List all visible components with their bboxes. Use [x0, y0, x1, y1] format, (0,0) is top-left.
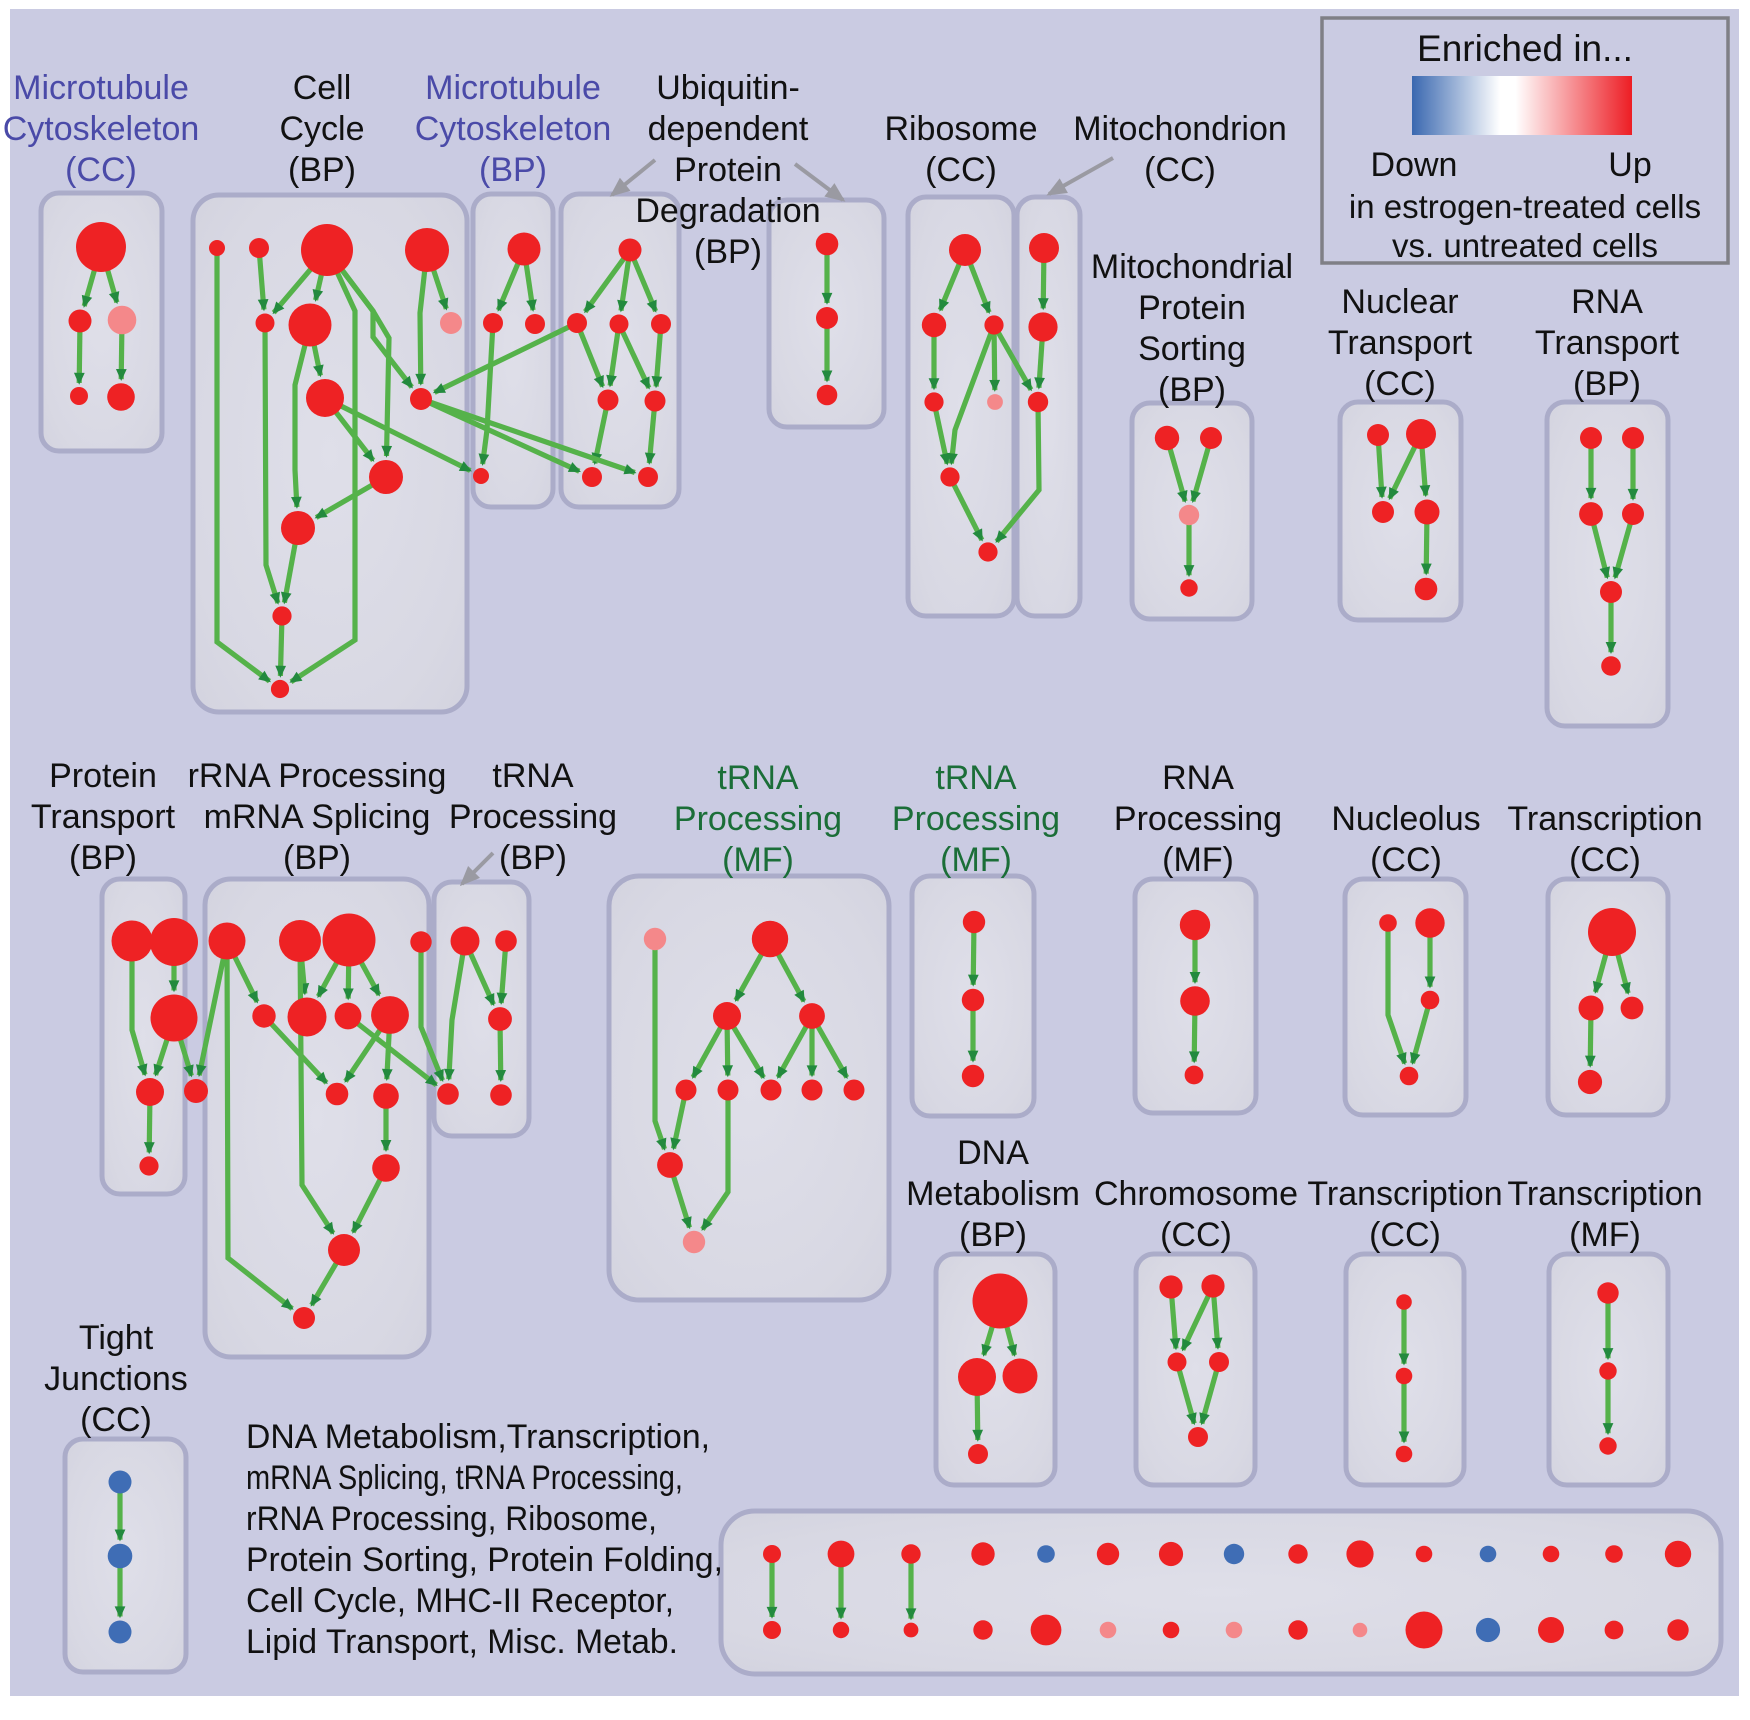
- svg-text:(CC): (CC): [1370, 841, 1442, 879]
- svg-text:Processing: Processing: [449, 798, 617, 836]
- svg-text:(CC): (CC): [80, 1401, 152, 1439]
- svg-text:Ubiquitin-: Ubiquitin-: [656, 69, 800, 107]
- svg-text:Protein Sorting, Protein Foldi: Protein Sorting, Protein Folding,: [246, 1541, 723, 1579]
- svg-text:Microtubule: Microtubule: [425, 69, 601, 107]
- svg-text:Degradation: Degradation: [635, 192, 820, 230]
- svg-text:Protein: Protein: [49, 757, 157, 795]
- svg-text:(CC): (CC): [65, 151, 137, 189]
- svg-text:(CC): (CC): [1569, 841, 1641, 879]
- svg-text:(MF): (MF): [1162, 841, 1234, 879]
- svg-text:(BP): (BP): [1158, 371, 1226, 409]
- svg-text:Microtubule: Microtubule: [13, 69, 189, 107]
- svg-text:(BP): (BP): [499, 839, 567, 877]
- svg-text:Nuclear: Nuclear: [1341, 283, 1458, 321]
- svg-text:RNA: RNA: [1571, 283, 1643, 321]
- svg-text:(MF): (MF): [940, 841, 1012, 879]
- svg-text:tRNA: tRNA: [717, 759, 799, 797]
- svg-text:Up: Up: [1608, 146, 1651, 184]
- svg-text:(BP): (BP): [959, 1216, 1027, 1254]
- svg-text:Transcription: Transcription: [1507, 1175, 1702, 1213]
- svg-text:(CC): (CC): [1160, 1216, 1232, 1254]
- svg-text:Transcription: Transcription: [1307, 1175, 1502, 1213]
- svg-text:DNA: DNA: [957, 1134, 1029, 1172]
- svg-text:Transport: Transport: [1328, 324, 1473, 362]
- svg-text:Protein: Protein: [1138, 289, 1246, 327]
- svg-text:Ribosome: Ribosome: [884, 110, 1037, 148]
- svg-text:Tight: Tight: [79, 1319, 154, 1357]
- svg-text:(BP): (BP): [479, 151, 547, 189]
- svg-text:rRNA Processing: rRNA Processing: [188, 757, 447, 795]
- svg-text:tRNA: tRNA: [935, 759, 1017, 797]
- svg-text:(MF): (MF): [722, 841, 794, 879]
- svg-text:Transcription: Transcription: [1507, 800, 1702, 838]
- svg-text:rRNA Processing, Ribosome,: rRNA Processing, Ribosome,: [246, 1500, 657, 1538]
- svg-text:(CC): (CC): [1144, 151, 1216, 189]
- svg-text:Cell: Cell: [293, 69, 352, 107]
- svg-text:Processing: Processing: [1114, 800, 1282, 838]
- svg-text:Lipid Transport, Misc. Metab.: Lipid Transport, Misc. Metab.: [246, 1623, 678, 1661]
- svg-text:mRNA Splicing: mRNA Splicing: [204, 798, 431, 836]
- svg-text:DNA Metabolism,Transcription,: DNA Metabolism,Transcription,: [246, 1418, 710, 1456]
- svg-text:RNA: RNA: [1162, 759, 1234, 797]
- svg-text:Protein: Protein: [674, 151, 782, 189]
- svg-text:dependent: dependent: [648, 110, 809, 148]
- svg-text:Transport: Transport: [1535, 324, 1680, 362]
- svg-text:Sorting: Sorting: [1138, 330, 1246, 368]
- svg-text:tRNA: tRNA: [492, 757, 574, 795]
- svg-text:Cycle: Cycle: [279, 110, 364, 148]
- svg-text:(CC): (CC): [1364, 365, 1436, 403]
- svg-text:Nucleolus: Nucleolus: [1331, 800, 1480, 838]
- svg-text:(CC): (CC): [925, 151, 997, 189]
- svg-text:(BP): (BP): [283, 839, 351, 877]
- svg-text:Processing: Processing: [674, 800, 842, 838]
- svg-text:in estrogen-treated cells: in estrogen-treated cells: [1349, 188, 1701, 225]
- svg-text:Down: Down: [1371, 146, 1458, 184]
- svg-text:(CC): (CC): [1369, 1216, 1441, 1254]
- svg-text:Mitochondrion: Mitochondrion: [1073, 110, 1287, 148]
- svg-text:vs. untreated cells: vs. untreated cells: [1392, 227, 1658, 264]
- svg-text:Cell Cycle, MHC-II Receptor,: Cell Cycle, MHC-II Receptor,: [246, 1582, 674, 1620]
- svg-text:Metabolism: Metabolism: [906, 1175, 1080, 1213]
- svg-text:Mitochondrial: Mitochondrial: [1091, 248, 1293, 286]
- svg-text:Junctions: Junctions: [44, 1360, 188, 1398]
- svg-text:(BP): (BP): [1573, 365, 1641, 403]
- svg-text:(MF): (MF): [1569, 1216, 1641, 1254]
- svg-text:(BP): (BP): [69, 839, 137, 877]
- svg-text:Enriched in...: Enriched in...: [1417, 28, 1633, 69]
- svg-text:(BP): (BP): [288, 151, 356, 189]
- svg-text:Cytoskeleton: Cytoskeleton: [3, 110, 200, 148]
- svg-text:Transport: Transport: [31, 798, 176, 836]
- svg-text:Cytoskeleton: Cytoskeleton: [415, 110, 612, 148]
- svg-text:Chromosome: Chromosome: [1094, 1175, 1298, 1213]
- svg-text:Processing: Processing: [892, 800, 1060, 838]
- svg-text:mRNA Splicing, tRNA Processing: mRNA Splicing, tRNA Processing,: [246, 1459, 683, 1497]
- svg-text:(BP): (BP): [694, 233, 762, 271]
